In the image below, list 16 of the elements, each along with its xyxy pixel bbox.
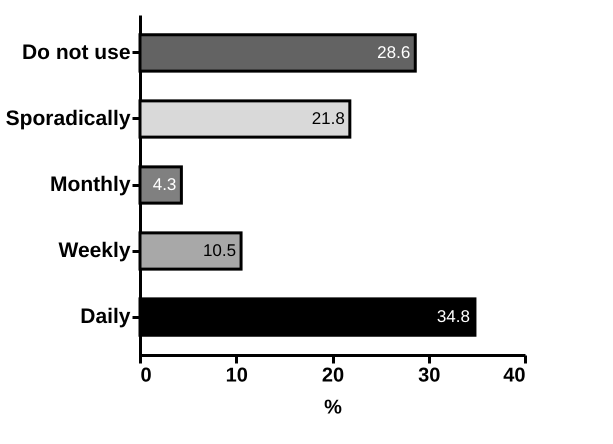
y-tick-label: Weekly	[58, 239, 131, 262]
x-tick-label: 30	[418, 364, 440, 386]
data-label: 28.6	[377, 42, 410, 62]
x-tick-label: 40	[503, 364, 526, 386]
x-axis-title: %	[324, 396, 342, 418]
x-tick-label: 10	[226, 364, 248, 386]
y-tick-label: Do not use	[22, 40, 130, 64]
y-tick-label: Daily	[80, 305, 131, 328]
data-label: 21.8	[312, 108, 345, 128]
x-tick-label: 0	[140, 364, 152, 386]
data-label: 10.5	[202, 241, 236, 260]
data-label: 4.3	[152, 175, 176, 194]
x-tick-label: 20	[322, 364, 344, 386]
y-tick-label: Monthly	[50, 173, 131, 196]
data-label: 34.8	[436, 307, 470, 326]
y-tick-label: Sporadically	[6, 106, 131, 130]
